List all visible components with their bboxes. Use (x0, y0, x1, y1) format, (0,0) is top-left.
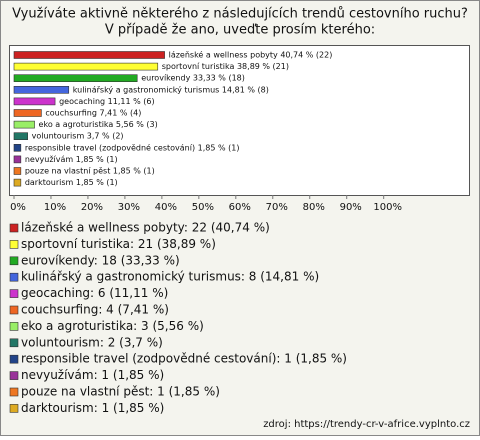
legend-swatch (9, 354, 19, 364)
bar (13, 74, 138, 82)
data-label: nevyužívám 1,85 % (1) (25, 155, 118, 164)
x-tick-label: 0% (10, 202, 26, 213)
legend-swatch (9, 305, 19, 315)
x-tick-label: 40% (155, 202, 177, 213)
data-label: geocaching 11,11 % (6) (59, 97, 155, 106)
legend-label: responsible travel (zodpovědné cestování… (21, 352, 347, 366)
bar (13, 51, 165, 59)
legend-label: kulinářský a gastronomický turismus: 8 (… (21, 270, 319, 284)
bar (13, 120, 35, 129)
legend-swatch (9, 240, 19, 249)
bar (13, 109, 42, 117)
x-tick-label: 90% (340, 202, 362, 213)
legend-swatch (9, 289, 19, 298)
x-tick-label: 80% (303, 202, 325, 213)
legend-swatch (9, 404, 19, 413)
bar (13, 97, 56, 106)
legend-label: geocaching: 6 (11,11 %) (21, 286, 168, 300)
source: zdroj: https://trendy-cr-v-africe.vyplnt… (263, 419, 470, 430)
x-tick-label: 50% (192, 202, 214, 213)
x-tick-label: 70% (266, 202, 288, 213)
legend-label: couchsurfing: 4 (7,41 %) (21, 303, 169, 317)
x-tick-label: 30% (118, 202, 140, 213)
data-label: darktourism 1,85 % (1) (25, 178, 118, 187)
legend-label: eko a agroturistika: 3 (5,56 %) (21, 319, 204, 333)
legend-swatch (9, 322, 19, 331)
chart-subtitle: V případě že ano, uveďte prosím kterého: (105, 23, 375, 38)
legend-swatch (9, 387, 19, 397)
data-label: eurovíkendy 33,33 % (18) (141, 74, 245, 83)
legend-label: eurovíkendy: 18 (33,33 %) (21, 253, 180, 267)
data-label: lázeňské a wellness pobyty 40,74 % (22) (169, 50, 333, 60)
legend-swatch (9, 371, 19, 380)
data-label: couchsurfing 7,41 % (4) (45, 109, 141, 118)
data-label: voluntourism 3,7 % (2) (32, 132, 124, 141)
bar (13, 86, 70, 94)
legend-swatch (9, 272, 19, 282)
bar (13, 155, 22, 164)
data-label: sportovní turistika 38,89 % (21) (162, 62, 289, 71)
legend-swatch (9, 256, 19, 266)
bar (13, 178, 22, 187)
bar (13, 132, 28, 140)
bar (13, 144, 22, 152)
legend-label: pouze na vlastní pěst: 1 (1,85 %) (21, 385, 220, 399)
x-tick-label: 60% (229, 202, 251, 213)
legend-label: darktourism: 1 (1,85 %) (21, 401, 164, 415)
plot-area (9, 45, 470, 196)
data-label: responsible travel (zodpovědné cestování… (25, 142, 240, 152)
bar (13, 62, 159, 71)
legend-swatch (9, 223, 19, 233)
legend-label: voluntourism: 2 (3,7 %) (21, 335, 163, 349)
x-tick-label: 100% (373, 202, 402, 213)
x-tick-label: 10% (44, 202, 66, 213)
chart-title: Využíváte aktivně některého z následujíc… (12, 7, 468, 22)
data-label: pouze na vlastní pěst 1,85 % (1) (25, 167, 155, 176)
bar (13, 167, 22, 175)
data-label: eko a agroturistika 5,56 % (3) (39, 120, 158, 129)
data-label: kulinářský a gastronomický turismus 14,8… (73, 85, 269, 94)
legend-swatch (9, 338, 19, 348)
legend-label: nevyužívám: 1 (1,85 %) (21, 368, 164, 382)
x-tick-label: 20% (81, 202, 103, 213)
legend-label: lázeňské a wellness pobyty: 22 (40,74 %) (21, 221, 270, 235)
legend-label: sportovní turistika: 21 (38,89 %) (21, 237, 216, 251)
